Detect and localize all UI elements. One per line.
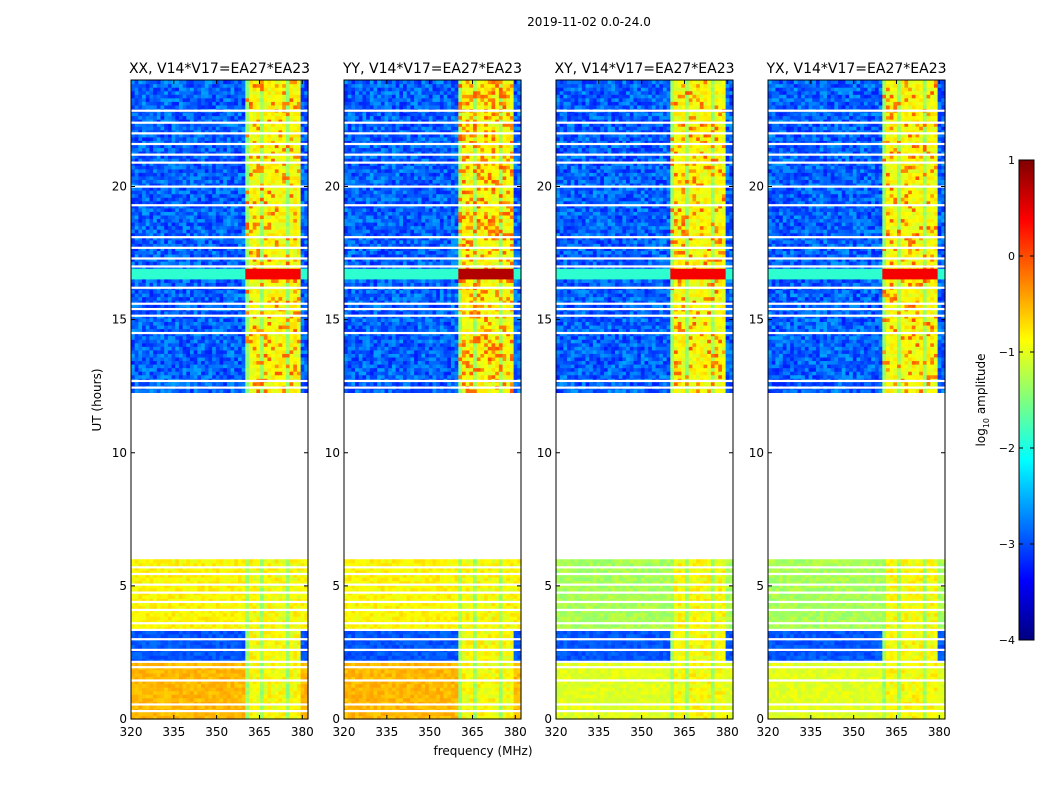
heatmap: [768, 80, 946, 720]
x-tick-label: 320: [545, 725, 568, 739]
colorbar-tick-label: −1: [999, 346, 1015, 359]
x-tick-label: 335: [375, 725, 398, 739]
x-tick-label: 365: [248, 725, 271, 739]
x-tick-label: 320: [120, 725, 143, 739]
colorbar-tick-label: 1: [1008, 154, 1015, 167]
heatmap: [131, 80, 309, 720]
colorbar-label: log10 amplitude: [974, 354, 991, 447]
panel-title: XX, V14*V17=EA27*EA23: [129, 61, 310, 77]
panel-yx: YX, V14*V17=EA27*EA23 320 335 350 365 380 0 5 10…: [749, 61, 951, 739]
panel-yy: YY, V14*V17=EA27*EA23 320 335 350 365 380 0 5 10…: [325, 61, 527, 739]
heatmap: [344, 80, 522, 720]
x-tick-label: 380: [504, 725, 527, 739]
heatmap: [556, 80, 734, 720]
x-tick-label: 380: [291, 725, 314, 739]
x-tick-label: 350: [418, 725, 441, 739]
y-tick-label: 5: [544, 579, 552, 593]
x-tick-label: 335: [162, 725, 185, 739]
y-tick-label: 5: [119, 579, 127, 593]
x-tick-label: 335: [799, 725, 822, 739]
figure-suptitle: 2019-11-02 0.0-24.0: [527, 15, 651, 29]
colorbar: 10−1−2−3−4 log10 amplitude: [974, 154, 1034, 647]
colorbar-tick-label: −2: [999, 442, 1015, 455]
colorbar-label-base: 10: [982, 418, 991, 428]
colorbar-gradient: [1019, 160, 1034, 640]
y-tick-label: 0: [119, 712, 127, 726]
y-tick-label: 0: [756, 712, 764, 726]
x-tick-label: 350: [842, 725, 865, 739]
x-tick-label: 380: [928, 725, 951, 739]
panel-title: XY, V14*V17=EA27*EA23: [554, 61, 734, 77]
y-tick-label: 15: [749, 313, 764, 327]
y-tick-label: 15: [112, 313, 127, 327]
panel-xx: XX, V14*V17=EA27*EA23 320 335 350 365 380 0 5 10…: [112, 61, 314, 739]
y-tick-label: 20: [537, 180, 552, 194]
panel-xy: XY, V14*V17=EA27*EA23 320 335 350 365 380 0 5 10…: [537, 61, 739, 739]
y-tick-label: 5: [332, 579, 340, 593]
y-tick-label: 10: [749, 446, 764, 460]
figure: 2019-11-02 0.0-24.0 XX, V14*V17=EA27*EA2…: [0, 0, 1050, 800]
y-tick-label: 20: [112, 180, 127, 194]
y-tick-label: 10: [537, 446, 552, 460]
y-tick-label: 10: [112, 446, 127, 460]
y-axis-label: UT (hours): [90, 368, 104, 431]
x-tick-label: 320: [757, 725, 780, 739]
panels: XX, V14*V17=EA27*EA23 320 335 350 365 380 0 5 10…: [112, 61, 951, 739]
x-tick-label: 350: [630, 725, 653, 739]
panel-title: YX, V14*V17=EA27*EA23: [765, 61, 946, 77]
y-tick-label: 20: [749, 180, 764, 194]
x-axis-label: frequency (MHz): [433, 744, 532, 758]
colorbar-tick-label: −3: [999, 538, 1015, 551]
x-tick-label: 350: [205, 725, 228, 739]
colorbar-tick-label: 0: [1008, 250, 1015, 263]
y-tick-label: 0: [332, 712, 340, 726]
y-tick-label: 15: [325, 313, 340, 327]
y-tick-label: 15: [537, 313, 552, 327]
x-tick-label: 335: [587, 725, 610, 739]
x-tick-label: 365: [673, 725, 696, 739]
colorbar-label-log: log: [974, 428, 988, 446]
x-tick-label: 380: [716, 725, 739, 739]
x-tick-label: 365: [461, 725, 484, 739]
colorbar-label-rest: amplitude: [974, 354, 988, 418]
y-tick-label: 10: [325, 446, 340, 460]
y-tick-label: 5: [756, 579, 764, 593]
panel-title: YY, V14*V17=EA27*EA23: [342, 61, 522, 77]
x-tick-label: 320: [333, 725, 356, 739]
colorbar-tick-label: −4: [999, 634, 1015, 647]
y-tick-label: 20: [325, 180, 340, 194]
y-tick-label: 0: [544, 712, 552, 726]
x-tick-label: 365: [885, 725, 908, 739]
